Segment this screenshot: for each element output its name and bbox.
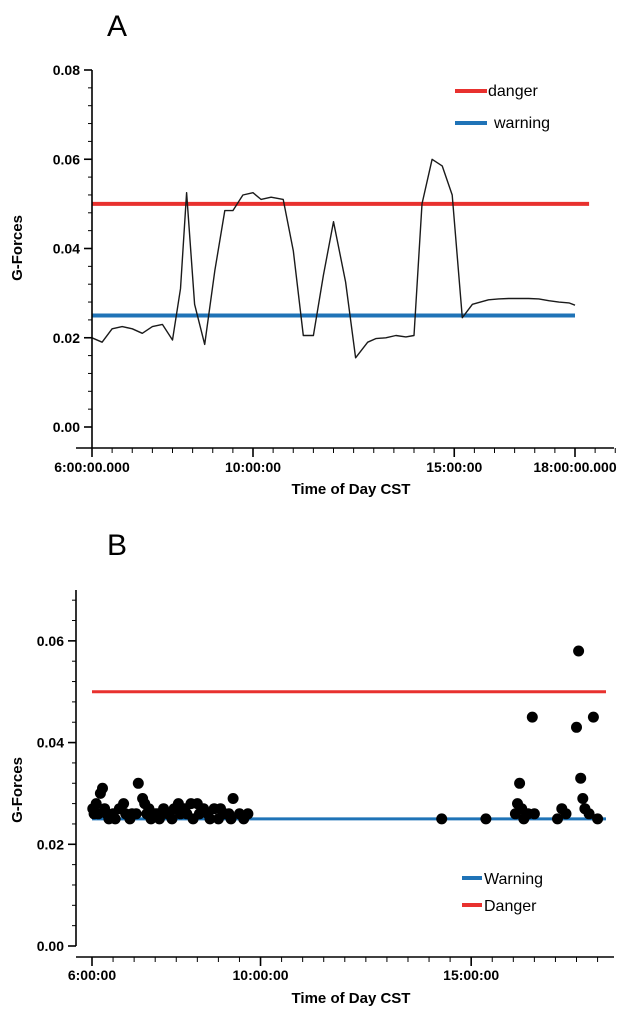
panel-a-label: A xyxy=(107,10,127,43)
data-point xyxy=(571,721,582,733)
data-point xyxy=(592,813,604,825)
data-point xyxy=(130,808,142,820)
legend-item-warning: warning xyxy=(493,115,550,132)
panel-b-x-axis-title: Time of Day CST xyxy=(292,990,411,1007)
panel-a-x-axis-title: Time of Day CST xyxy=(292,481,411,498)
data-point xyxy=(166,813,178,825)
data-point xyxy=(526,711,538,723)
data-point xyxy=(204,813,216,825)
data-point xyxy=(118,798,130,810)
data-point xyxy=(227,793,239,804)
data-point xyxy=(109,813,121,825)
panel-b-label: B xyxy=(107,529,127,562)
x-tick-label: 10:00:00 xyxy=(233,967,289,983)
legend-item-danger: danger xyxy=(488,83,538,100)
data-point xyxy=(575,772,587,784)
panel-a-x-ticks: 6:00:00.000 10:00:00 15:00:00 18:00:00.000 xyxy=(54,448,617,475)
panel-a: A 0.00 0.02 0.04 0.06 0.08 6:00:00.000 10:00:… xyxy=(9,10,617,498)
data-point xyxy=(436,813,448,825)
panel-b-x-ticks: 6:00:00 10:00:00 15:00:00 xyxy=(68,957,499,983)
panel-a-legend: danger warning xyxy=(455,83,550,132)
y-tick-label: 0.02 xyxy=(53,330,80,346)
data-point xyxy=(552,813,563,825)
y-tick-label: 0.08 xyxy=(53,62,80,78)
y-tick-label: 0.04 xyxy=(37,735,64,751)
x-tick-label: 10:00:00 xyxy=(225,459,281,475)
y-tick-label: 0.00 xyxy=(37,938,64,954)
data-point xyxy=(528,808,540,820)
panel-b: B 0.00 0.02 0.04 0.06 6:00:00 10:00:00 15:00:… xyxy=(9,529,614,1007)
data-point xyxy=(583,808,595,820)
data-point xyxy=(480,813,492,825)
data-point xyxy=(573,645,585,657)
x-tick-label: 18:00:00.000 xyxy=(533,459,617,475)
x-tick-label: 6:00:00 xyxy=(68,967,116,983)
data-point xyxy=(153,813,165,825)
panel-b-y-ticks: 0.00 0.02 0.04 0.06 xyxy=(37,633,76,954)
panel-a-thresholds xyxy=(92,201,590,318)
x-tick-label: 15:00:00 xyxy=(443,967,499,983)
data-point xyxy=(514,777,526,789)
legend-item-warning: Warning xyxy=(484,871,543,888)
y-tick-label: 0.04 xyxy=(53,241,80,257)
panel-b-points xyxy=(87,645,604,825)
panel-a-series xyxy=(91,158,576,359)
series-line xyxy=(91,158,576,359)
data-point xyxy=(577,793,589,804)
data-point xyxy=(90,798,102,810)
data-point xyxy=(242,808,254,820)
panel-a-y-ticks: 0.00 0.02 0.04 0.06 0.08 xyxy=(53,62,92,435)
panel-a-y-axis-title: G-Forces xyxy=(9,215,26,281)
panel-b-legend: Warning Danger xyxy=(462,871,543,915)
x-tick-label: 6:00:00.000 xyxy=(54,459,130,475)
data-point xyxy=(97,782,108,794)
y-tick-label: 0.00 xyxy=(53,419,80,435)
data-point xyxy=(560,808,572,820)
data-point xyxy=(225,813,237,825)
data-point xyxy=(132,777,144,789)
panel-b-y-axis-title: G-Forces xyxy=(9,757,26,823)
panel-b-thresholds xyxy=(92,690,606,821)
legend-item-danger: Danger xyxy=(484,898,537,915)
y-tick-label: 0.06 xyxy=(37,633,64,649)
x-tick-label: 15:00:00 xyxy=(426,459,482,475)
data-point xyxy=(587,711,599,723)
y-tick-label: 0.06 xyxy=(53,151,80,167)
y-tick-label: 0.02 xyxy=(37,836,64,852)
